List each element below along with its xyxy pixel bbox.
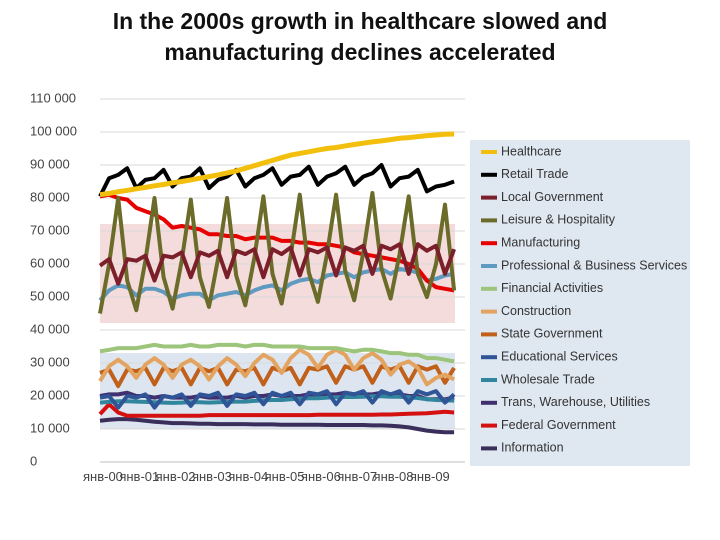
x-tick-label: янв-05: [264, 469, 305, 484]
y-tick-label: 70 000: [30, 222, 70, 237]
legend-label: Wholesale Trade: [501, 372, 595, 386]
y-tick-label: 90 000: [30, 156, 70, 171]
series-line: [99, 131, 455, 198]
legend-label: Local Government: [501, 190, 604, 204]
series-line: [98, 191, 457, 314]
series-line: [98, 242, 456, 286]
y-tick-label: 50 000: [30, 288, 70, 303]
x-tick-label: янв-09: [409, 469, 450, 484]
y-tick-label: 80 000: [30, 189, 70, 204]
legend-label: Construction: [501, 304, 571, 318]
y-tick-label: 0: [30, 453, 37, 468]
x-tick-label: янв-04: [228, 469, 269, 484]
legend-label: Leisure & Hospitality: [501, 213, 616, 227]
series-line: [99, 342, 455, 364]
legend-label: Professional & Business Services: [501, 258, 687, 272]
x-tick-label: янв-03: [191, 469, 232, 484]
x-tick-label: янв-08: [373, 469, 414, 484]
y-tick-label: 40 000: [30, 321, 70, 336]
y-tick-label: 10 000: [30, 420, 70, 435]
legend-label: Retail Trade: [501, 167, 568, 181]
x-tick-label: янв-02: [155, 469, 196, 484]
legend-label: Trans, Warehouse, Utilities: [501, 395, 650, 409]
chart-title: In the 2000s growth in healthcare slowed…: [112, 8, 608, 65]
x-tick-label: янв-06: [300, 469, 341, 484]
series-line: [98, 402, 455, 418]
series-line: [98, 347, 456, 387]
series-line: [99, 417, 455, 435]
legend-background: [470, 140, 690, 466]
legend-label: Federal Government: [501, 418, 616, 432]
legend-label: Information: [501, 441, 564, 455]
legend-label: Educational Services: [501, 349, 618, 363]
legend-label: Manufacturing: [501, 235, 580, 249]
y-tick-label: 100 000: [30, 123, 77, 138]
legend-label: Healthcare: [501, 144, 561, 158]
x-tick-label: янв-07: [337, 469, 378, 484]
legend-label: Financial Activities: [501, 281, 603, 295]
y-tick-label: 110 000: [30, 90, 76, 105]
y-tick-label: 20 000: [30, 387, 70, 402]
legend-label: State Government: [501, 327, 603, 341]
series-line: [98, 163, 455, 198]
y-tick-label: 60 000: [30, 255, 70, 270]
series-line: [99, 192, 455, 293]
series-line: [99, 389, 456, 410]
x-tick-label: янв-01: [119, 469, 160, 484]
x-tick-label: янв-00: [83, 469, 123, 484]
y-tick-label: 30 000: [30, 354, 70, 369]
